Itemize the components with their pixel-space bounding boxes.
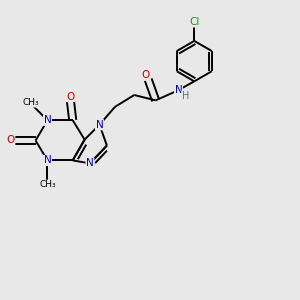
Text: N: N: [175, 85, 182, 95]
Text: H: H: [182, 91, 189, 101]
Text: O: O: [66, 92, 74, 101]
Text: N: N: [44, 155, 51, 165]
Text: N: N: [44, 115, 51, 125]
Text: Cl: Cl: [189, 17, 200, 27]
Text: O: O: [141, 70, 149, 80]
Text: O: O: [7, 136, 15, 146]
Text: CH₃: CH₃: [39, 180, 56, 189]
Text: N: N: [96, 120, 103, 130]
Text: CH₃: CH₃: [23, 98, 39, 107]
Text: N: N: [86, 158, 94, 168]
